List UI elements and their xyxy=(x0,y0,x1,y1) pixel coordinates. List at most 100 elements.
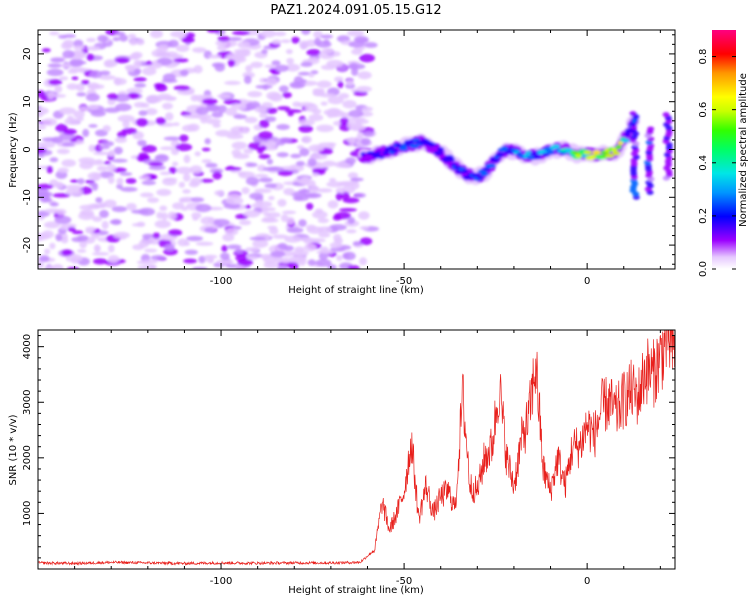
noise-blob xyxy=(265,107,278,114)
noise-blob xyxy=(348,137,356,146)
noise-blob xyxy=(119,34,128,42)
noise-blob xyxy=(190,197,205,203)
noise-blob xyxy=(73,39,84,48)
noise-blob xyxy=(305,202,314,210)
spectrogram-ytick-label: 20 xyxy=(22,48,33,61)
noise-blob xyxy=(338,93,350,99)
noise-blob xyxy=(245,247,259,252)
signal-streak xyxy=(662,112,670,118)
noise-blob xyxy=(321,48,334,55)
noise-blob xyxy=(224,167,242,171)
noise-blob xyxy=(195,106,209,115)
noise-blob xyxy=(136,39,145,46)
noise-blob xyxy=(215,129,232,137)
noise-blob xyxy=(270,250,286,258)
noise-blob xyxy=(337,80,344,89)
noise-blob xyxy=(41,48,51,53)
noise-blob xyxy=(261,49,268,55)
noise-blob xyxy=(183,241,190,247)
noise-blob xyxy=(108,149,116,157)
noise-blob xyxy=(254,173,269,178)
colorbar-tick-label: 0.8 xyxy=(698,49,709,65)
noise-blob xyxy=(80,79,90,85)
noise-blob xyxy=(138,110,148,116)
noise-blob xyxy=(232,153,250,160)
noise-blob xyxy=(246,255,258,261)
signal-blob xyxy=(611,147,618,152)
noise-blob xyxy=(55,234,63,242)
noise-blob xyxy=(92,216,103,222)
noise-blob xyxy=(146,95,163,103)
noise-blob xyxy=(73,45,85,50)
noise-blob xyxy=(47,92,55,100)
noise-blob xyxy=(120,186,138,192)
snr-axes: -100 -50 0 1000 2000 3000 4000 xyxy=(22,330,675,587)
noise-blob xyxy=(130,52,141,60)
noise-blob xyxy=(101,220,109,230)
noise-blob xyxy=(297,257,307,266)
signal-blob xyxy=(554,144,561,149)
noise-blob xyxy=(227,58,236,67)
noise-blob xyxy=(109,219,122,225)
snr-xtick-label: 0 xyxy=(584,576,590,587)
noise-blob xyxy=(285,63,301,72)
noise-blob xyxy=(99,209,109,219)
noise-blob xyxy=(168,39,179,48)
noise-blob xyxy=(297,71,311,76)
noise-blob xyxy=(186,235,204,242)
noise-blob xyxy=(326,59,344,68)
noise-blob xyxy=(42,118,57,126)
noise-blob xyxy=(297,178,310,185)
noise-blob xyxy=(172,161,179,167)
noise-blob xyxy=(134,68,142,75)
noise-blob xyxy=(287,262,299,269)
signal-blob xyxy=(437,146,445,152)
noise-blob xyxy=(53,94,67,98)
noise-blob xyxy=(206,30,221,33)
noise-blob xyxy=(177,89,195,96)
noise-blob xyxy=(299,147,310,157)
noise-blob xyxy=(255,84,273,89)
noise-blob xyxy=(357,71,372,80)
noise-blob xyxy=(121,127,138,135)
noise-blob xyxy=(46,68,64,77)
noise-blob xyxy=(76,92,87,97)
noise-blob xyxy=(278,137,292,143)
noise-blob xyxy=(217,105,228,114)
noise-blob xyxy=(112,37,121,42)
noise-blob xyxy=(310,153,328,160)
noise-blob xyxy=(102,125,111,133)
snr-xtick-label: -100 xyxy=(210,576,233,587)
noise-blob xyxy=(276,152,289,158)
noise-blob xyxy=(76,249,87,253)
noise-blob xyxy=(345,157,357,165)
noise-blob xyxy=(170,30,188,38)
noise-blob xyxy=(171,148,180,156)
noise-blob xyxy=(232,30,250,36)
noise-blob xyxy=(87,82,100,90)
noise-blob xyxy=(131,209,149,214)
noise-blob xyxy=(275,64,289,72)
noise-blob xyxy=(291,250,309,257)
noise-blob xyxy=(362,130,375,137)
noise-blob xyxy=(129,39,138,46)
noise-blob xyxy=(359,225,370,230)
noise-blob xyxy=(195,241,214,246)
noise-blob xyxy=(359,237,373,246)
noise-blob xyxy=(361,106,373,112)
noise-blob xyxy=(250,61,263,69)
noise-blob xyxy=(142,233,154,239)
noise-blob xyxy=(292,101,302,108)
noise-blob xyxy=(107,175,115,184)
noise-blob xyxy=(273,31,287,37)
noise-blob xyxy=(213,218,230,226)
spectrogram-ytick-label: 0 xyxy=(22,146,33,152)
noise-blob xyxy=(113,146,123,155)
noise-blob xyxy=(237,41,251,49)
noise-blob xyxy=(88,182,98,187)
noise-blob xyxy=(198,255,206,264)
noise-blob xyxy=(152,232,161,240)
noise-blob xyxy=(266,158,274,165)
noise-blob xyxy=(247,90,263,98)
